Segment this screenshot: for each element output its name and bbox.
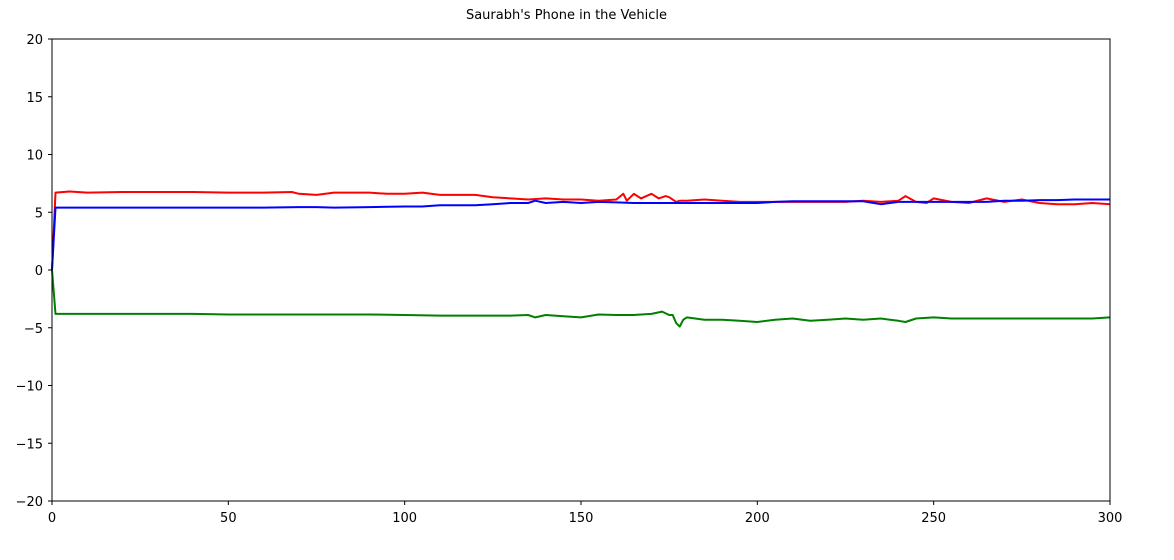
y-tick-label: 20 (26, 33, 43, 48)
x-tick-label: 0 (48, 511, 56, 526)
chart-title: Saurabh's Phone in the Vehicle (465, 8, 668, 23)
series-line-2 (51, 198, 1110, 271)
x-tick-label: 50 (220, 511, 237, 526)
x-tick-label: 200 (745, 511, 770, 526)
y-tick-label: 10 (26, 149, 43, 164)
series-line-3 (51, 269, 1111, 328)
x-tick-label: 250 (921, 511, 946, 526)
x-tick-label: 300 (1098, 511, 1123, 526)
series-line-1 (51, 190, 1111, 271)
y-tick-label: 0 (35, 264, 43, 279)
y-tick-label: −15 (16, 437, 43, 452)
y-tick-label: 5 (35, 206, 43, 221)
x-tick-label: 150 (569, 511, 594, 526)
y-tick-label: 15 (26, 91, 43, 106)
plot-frame (51, 38, 1111, 502)
x-tick-label: 100 (392, 511, 417, 526)
y-tick-label: −5 (24, 322, 43, 337)
y-tick-label: −20 (16, 495, 43, 510)
y-tick-label: −10 (16, 380, 43, 395)
